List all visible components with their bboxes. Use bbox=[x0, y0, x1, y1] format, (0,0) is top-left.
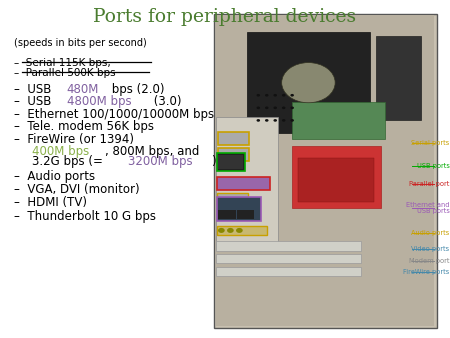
Text: –  Ethernet 100/1000/10000M bps: – Ethernet 100/1000/10000M bps bbox=[14, 108, 214, 121]
Bar bbox=[292, 101, 385, 139]
Bar bbox=[217, 226, 267, 235]
Text: USB ports: USB ports bbox=[417, 163, 450, 169]
Bar bbox=[218, 155, 243, 169]
Circle shape bbox=[265, 106, 269, 109]
Circle shape bbox=[265, 119, 269, 122]
Circle shape bbox=[236, 228, 243, 233]
Circle shape bbox=[218, 228, 225, 233]
Circle shape bbox=[282, 63, 335, 103]
Text: 3.2G bps (=: 3.2G bps (= bbox=[32, 155, 106, 168]
Text: (speeds in bits per second): (speeds in bits per second) bbox=[14, 38, 146, 48]
Circle shape bbox=[265, 94, 269, 97]
Bar bbox=[217, 177, 270, 190]
Bar bbox=[292, 146, 381, 209]
Bar bbox=[217, 153, 245, 171]
Text: (3.0): (3.0) bbox=[150, 95, 181, 108]
Circle shape bbox=[290, 106, 294, 109]
Text: 3200M bps: 3200M bps bbox=[128, 155, 193, 168]
Text: –  Serial 115K bps,: – Serial 115K bps, bbox=[14, 58, 110, 68]
Bar bbox=[216, 267, 361, 276]
Text: Serial ports: Serial ports bbox=[411, 140, 450, 146]
Circle shape bbox=[290, 119, 294, 122]
Text: –  VGA, DVI (monitor): – VGA, DVI (monitor) bbox=[14, 183, 139, 196]
Bar bbox=[216, 15, 434, 326]
Bar bbox=[216, 254, 361, 263]
Bar bbox=[247, 32, 370, 133]
Text: Video ports: Video ports bbox=[411, 246, 450, 252]
Text: , 800M bps, and: , 800M bps, and bbox=[105, 145, 200, 158]
Text: 400M bps: 400M bps bbox=[32, 145, 89, 158]
Bar bbox=[216, 117, 279, 249]
Text: FireWire ports: FireWire ports bbox=[403, 269, 450, 275]
Bar bbox=[237, 210, 254, 219]
Text: Ports for peripheral devices: Ports for peripheral devices bbox=[94, 8, 356, 26]
Text: Parallel port: Parallel port bbox=[409, 181, 450, 187]
Text: –  FireWire (or 1394): – FireWire (or 1394) bbox=[14, 133, 134, 146]
Text: –  Tele. modem 56K bps: – Tele. modem 56K bps bbox=[14, 120, 153, 133]
Text: –  USB: – USB bbox=[14, 95, 54, 108]
Bar bbox=[216, 241, 361, 251]
Circle shape bbox=[274, 119, 277, 122]
Text: –  HDMI (TV): – HDMI (TV) bbox=[14, 196, 86, 209]
Circle shape bbox=[256, 106, 260, 109]
Bar bbox=[218, 148, 249, 161]
Text: –  Parallel 500K bps: – Parallel 500K bps bbox=[14, 68, 115, 78]
Circle shape bbox=[274, 106, 277, 109]
Text: Ethernet and
USB ports: Ethernet and USB ports bbox=[406, 202, 450, 214]
Circle shape bbox=[282, 106, 285, 109]
Text: –  USB: – USB bbox=[14, 83, 54, 96]
Text: ): ) bbox=[211, 155, 216, 168]
Circle shape bbox=[290, 94, 294, 97]
Bar bbox=[217, 193, 248, 205]
Bar bbox=[214, 14, 436, 328]
Text: Audio ports: Audio ports bbox=[411, 230, 450, 236]
Circle shape bbox=[256, 119, 260, 122]
Bar bbox=[218, 132, 249, 145]
Text: 480M: 480M bbox=[67, 83, 99, 96]
Text: –  Thunderbolt 10 G bps: – Thunderbolt 10 G bps bbox=[14, 210, 156, 223]
Text: –  Audio ports: – Audio ports bbox=[14, 170, 94, 183]
Circle shape bbox=[227, 228, 234, 233]
Text: bps (2.0): bps (2.0) bbox=[108, 83, 165, 96]
Bar bbox=[217, 197, 261, 221]
Bar bbox=[218, 210, 236, 219]
Text: 4800M bps: 4800M bps bbox=[67, 95, 131, 108]
Circle shape bbox=[282, 119, 285, 122]
Bar bbox=[376, 35, 421, 120]
Circle shape bbox=[274, 94, 277, 97]
Bar bbox=[298, 158, 374, 202]
Text: Modem port: Modem port bbox=[409, 258, 450, 264]
Circle shape bbox=[282, 94, 285, 97]
Circle shape bbox=[256, 94, 260, 97]
